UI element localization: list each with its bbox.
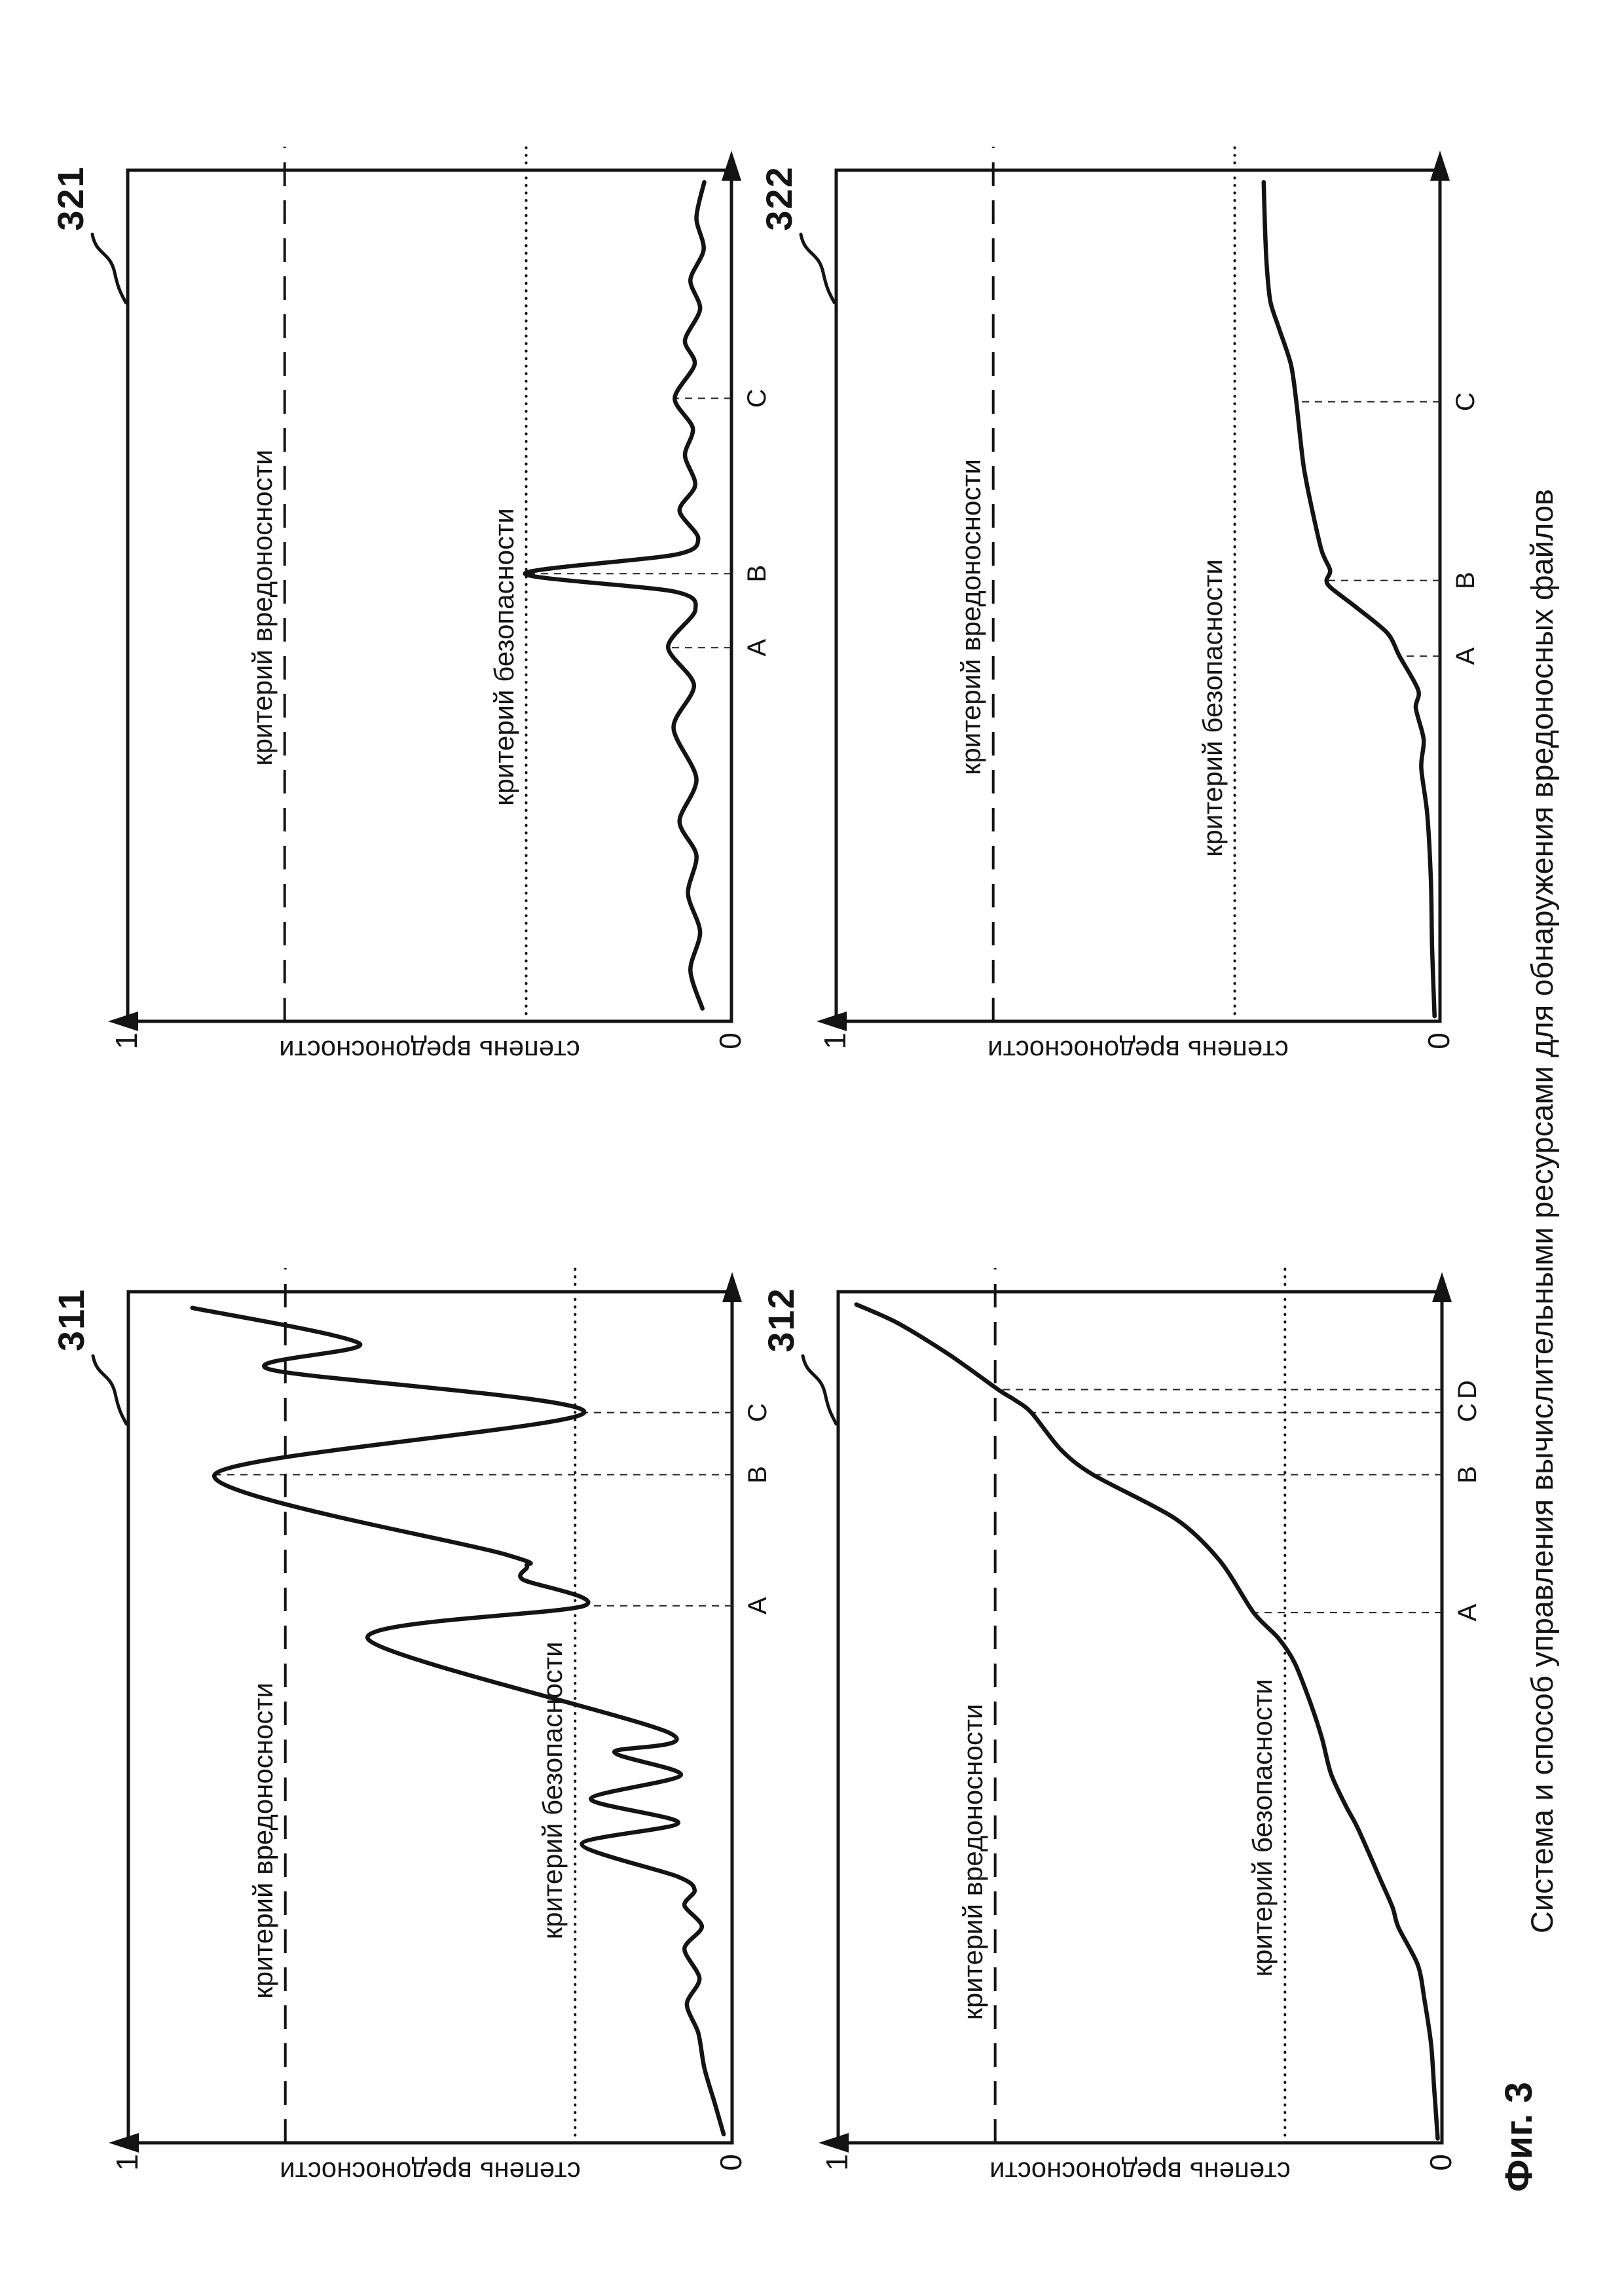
malice-criterion-label: критерий вредоносности — [955, 458, 986, 776]
x-marker-label-B: B — [1451, 572, 1480, 589]
y-max-tick-label: 1 — [109, 1032, 143, 1049]
y-min-tick-label: 0 — [714, 2154, 748, 2171]
y-max-tick-label: 1 — [820, 2154, 854, 2171]
safety-criterion-label: критерий безопасности — [537, 1641, 568, 1940]
y-axis-label: степень вредоносности — [280, 2157, 581, 2187]
x-marker-label-C: C — [1451, 392, 1480, 412]
y-max-tick-label: 1 — [110, 2154, 144, 2171]
figure-caption: Система и способ управления вычислительн… — [1524, 488, 1559, 1934]
panel-number-label: 322 — [758, 166, 800, 231]
y-max-tick-label: 1 — [818, 1032, 852, 1049]
plot-canvas-322 — [799, 145, 1450, 1031]
malice-criterion-label: критерий вредоносности — [246, 449, 278, 766]
plot-canvas-312 — [801, 1267, 1452, 2153]
malice-criterion-label: критерий вредоносности — [957, 1704, 988, 2020]
y-min-tick-label: 0 — [1422, 1032, 1456, 1049]
y-axis-label: степень вредоносности — [279, 1035, 580, 1066]
x-marker-label-A: A — [1453, 1603, 1482, 1622]
chart-panel-321: 321 критерий вредоносности критерий безо… — [49, 131, 771, 1066]
chart-panel-311: 311 критерий вредоносности критерий безо… — [50, 1252, 772, 2187]
plot-canvas-311 — [91, 1267, 742, 2153]
safety-criterion-label: критерий безопасности — [488, 508, 519, 806]
panel-number-label: 311 — [50, 1288, 92, 1352]
safety-criterion-label: критерий безопасности — [1196, 559, 1228, 857]
y-axis-label: степень вредоносности — [987, 1035, 1289, 1066]
safety-criterion-label: критерий безопасности — [1247, 1679, 1278, 1977]
figure-number-label: Фиг. 3 — [1498, 2082, 1540, 2192]
x-marker-label-A: A — [1451, 647, 1480, 665]
chart-panel-322: 322 критерий вредоносности критерий безо… — [758, 131, 1480, 1066]
y-min-tick-label: 0 — [1424, 2154, 1458, 2171]
x-marker-label-D: D — [1453, 1380, 1482, 1399]
chart-panel-312: 312 критерий вредоносности критерий безо… — [760, 1252, 1482, 2187]
x-marker-label-B: B — [1453, 1466, 1482, 1484]
y-min-tick-label: 0 — [713, 1032, 747, 1049]
panel-number-label: 312 — [760, 1287, 802, 1353]
y-axis-label: степень вредоносности — [989, 2157, 1291, 2187]
malice-criterion-label: критерий вредоносности — [247, 1682, 278, 1999]
plot-canvas-321 — [90, 145, 741, 1031]
panel-number-label: 321 — [50, 166, 91, 231]
